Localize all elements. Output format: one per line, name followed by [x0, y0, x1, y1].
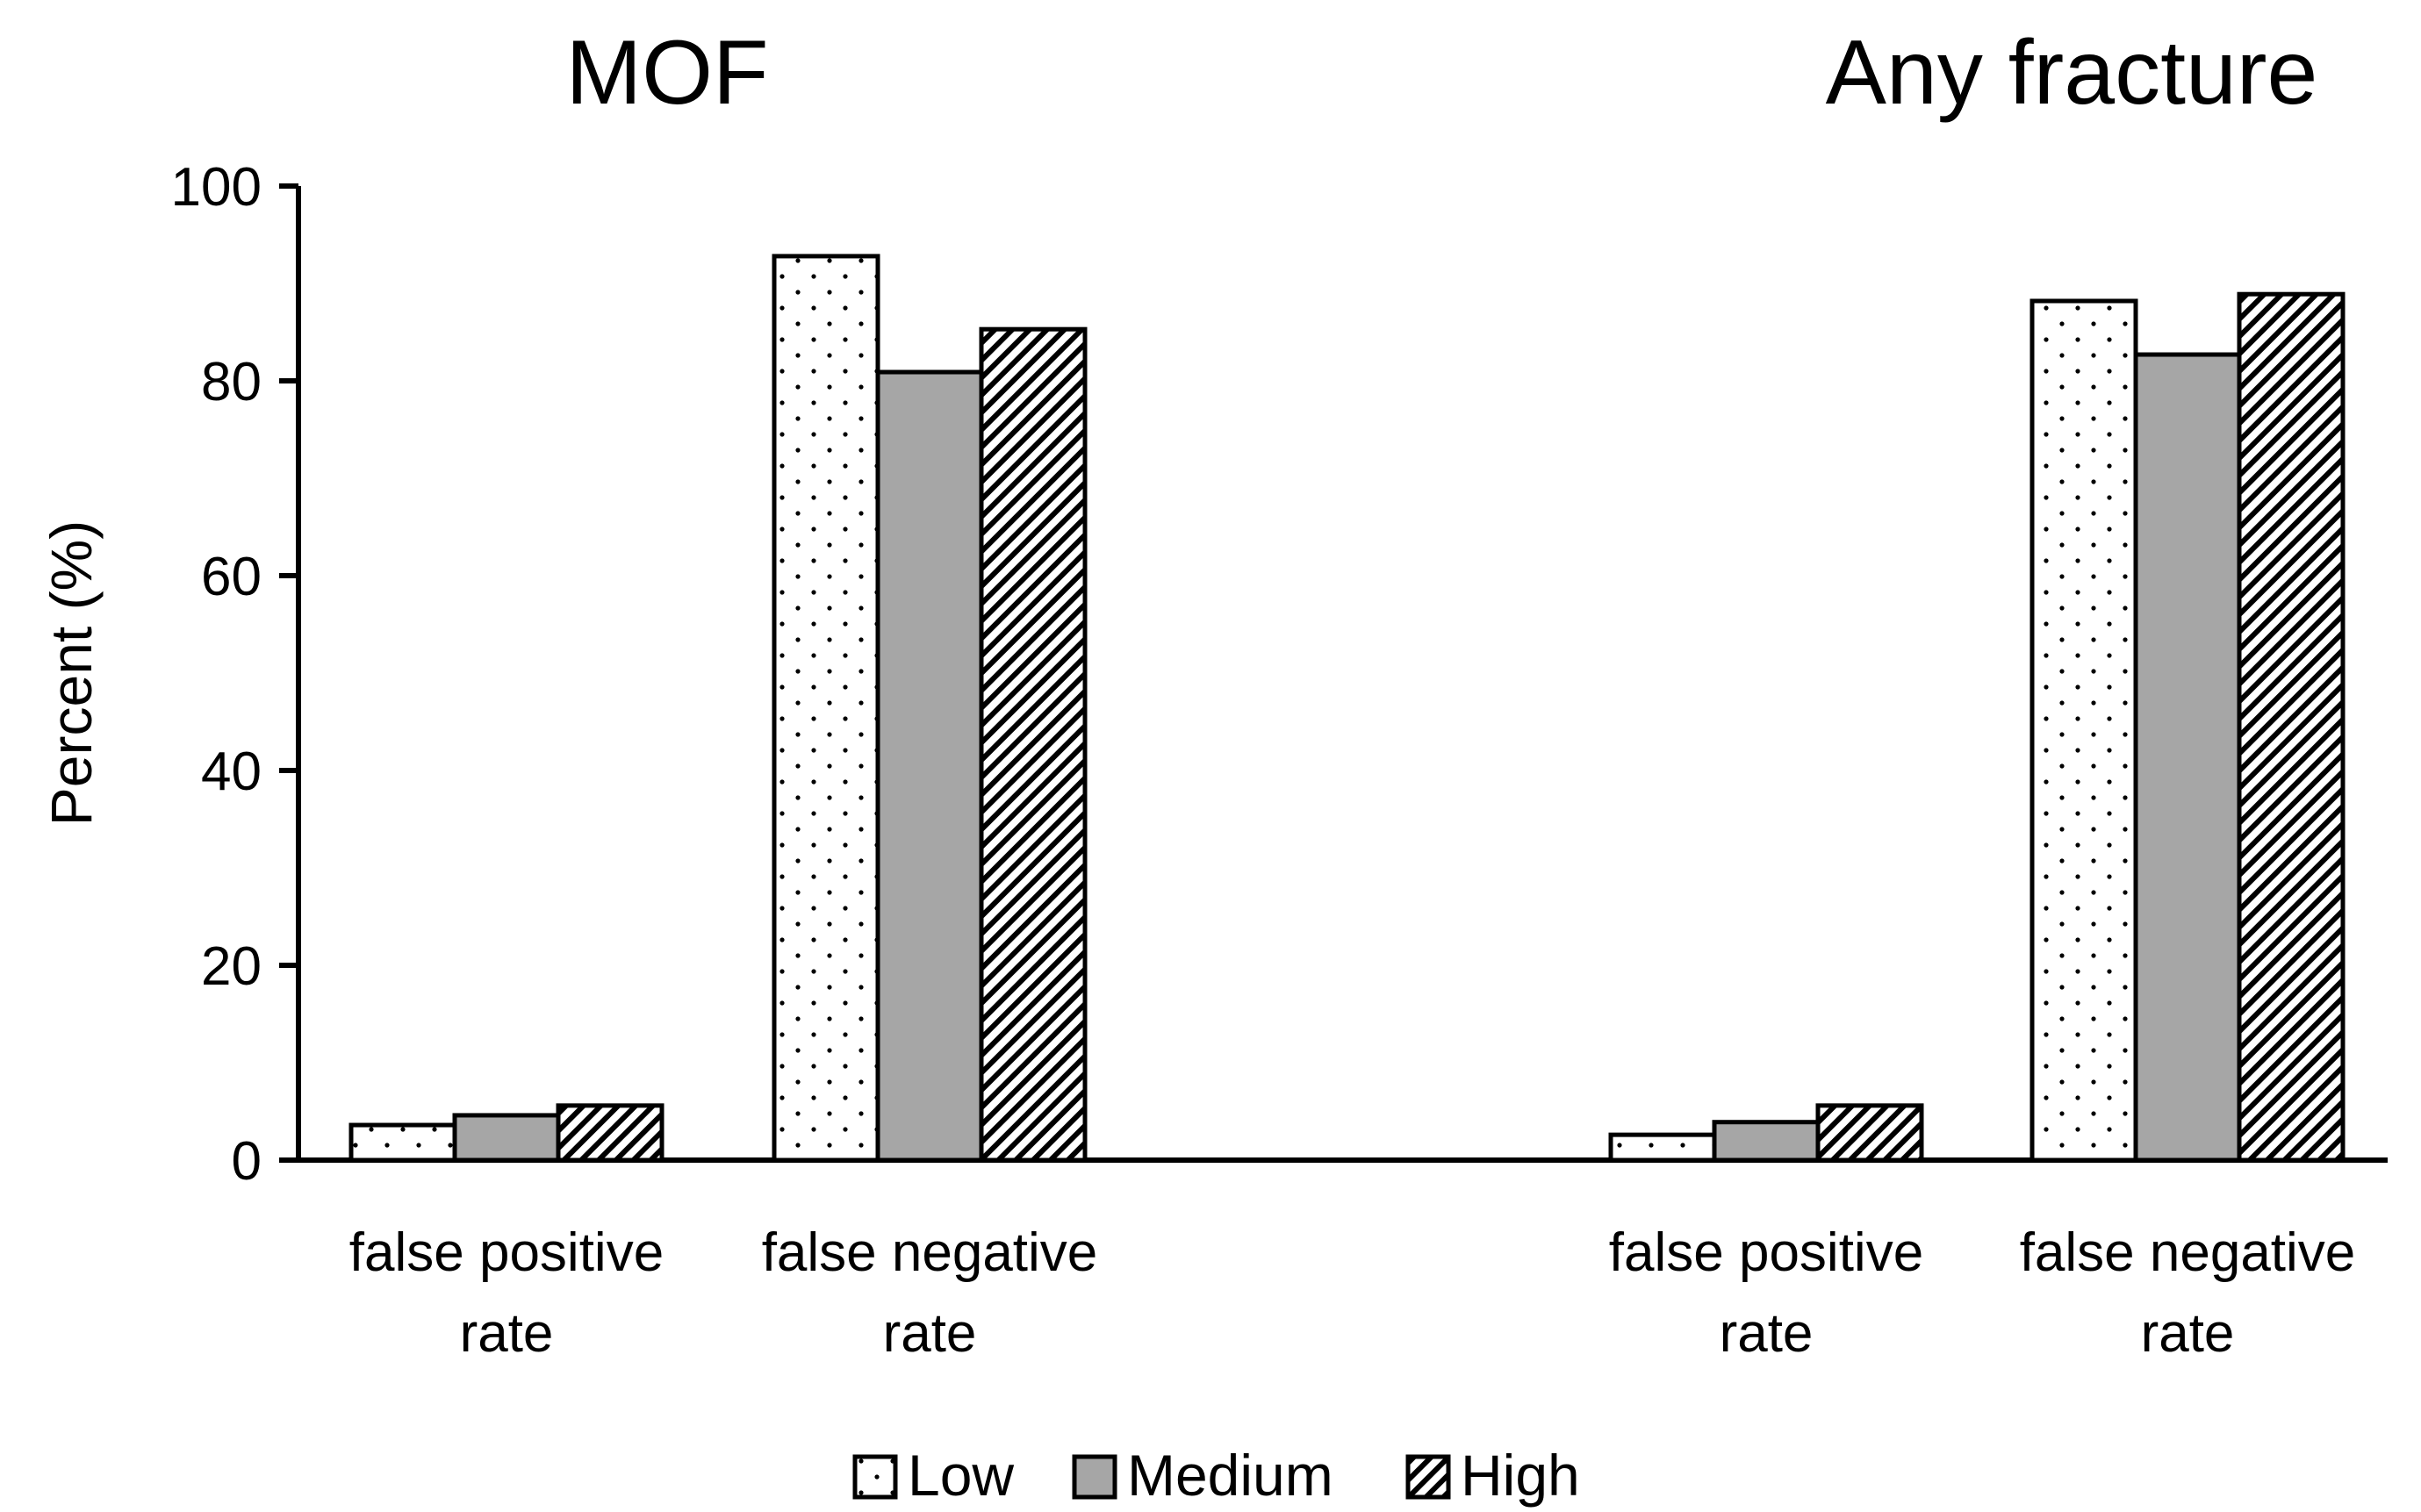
x-category-label: rate	[883, 1303, 977, 1364]
y-tick-label: 100	[171, 157, 262, 218]
x-category-label: false negative	[762, 1222, 1098, 1283]
x-category-label: false positive	[349, 1222, 664, 1283]
legend-swatch-high	[1405, 1454, 1451, 1500]
bar-low	[772, 254, 880, 1163]
bar-high	[2237, 291, 2346, 1163]
legend-label-medium: Medium	[1127, 1443, 1333, 1508]
bar-low	[1608, 1132, 1717, 1163]
bar-high	[979, 326, 1088, 1163]
x-category-label: rate	[460, 1303, 554, 1364]
y-tick-label: 80	[201, 352, 262, 412]
legend-label-low: Low	[908, 1443, 1014, 1508]
bar-medium	[1712, 1120, 1821, 1163]
legend: Low Medium High	[852, 1443, 1580, 1508]
legend-swatch-medium	[1072, 1454, 1117, 1500]
y-tick-label: 20	[201, 936, 262, 997]
bar-medium	[452, 1113, 561, 1163]
y-tick-label: 0	[232, 1131, 262, 1192]
bar-high	[1815, 1103, 1924, 1163]
panel-title-any-fracture: Any fracture	[1826, 22, 2318, 124]
bar-low	[348, 1122, 457, 1163]
y-tick-label: 40	[201, 742, 262, 802]
legend-label-high: High	[1461, 1443, 1580, 1508]
bar-medium	[2133, 352, 2242, 1163]
x-category-label: false positive	[1609, 1222, 1923, 1283]
x-category-label: rate	[2141, 1303, 2235, 1364]
panel-title-mof: MOF	[565, 22, 768, 124]
bar-high	[556, 1103, 665, 1163]
y-axis-label: Percent (%)	[39, 520, 104, 826]
x-category-label: false negative	[2020, 1222, 2356, 1283]
bar-low	[2029, 298, 2138, 1163]
y-tick-label: 60	[201, 547, 262, 607]
bar-medium	[875, 369, 984, 1163]
x-category-label: rate	[1720, 1303, 1814, 1364]
legend-swatch-low	[852, 1454, 898, 1500]
